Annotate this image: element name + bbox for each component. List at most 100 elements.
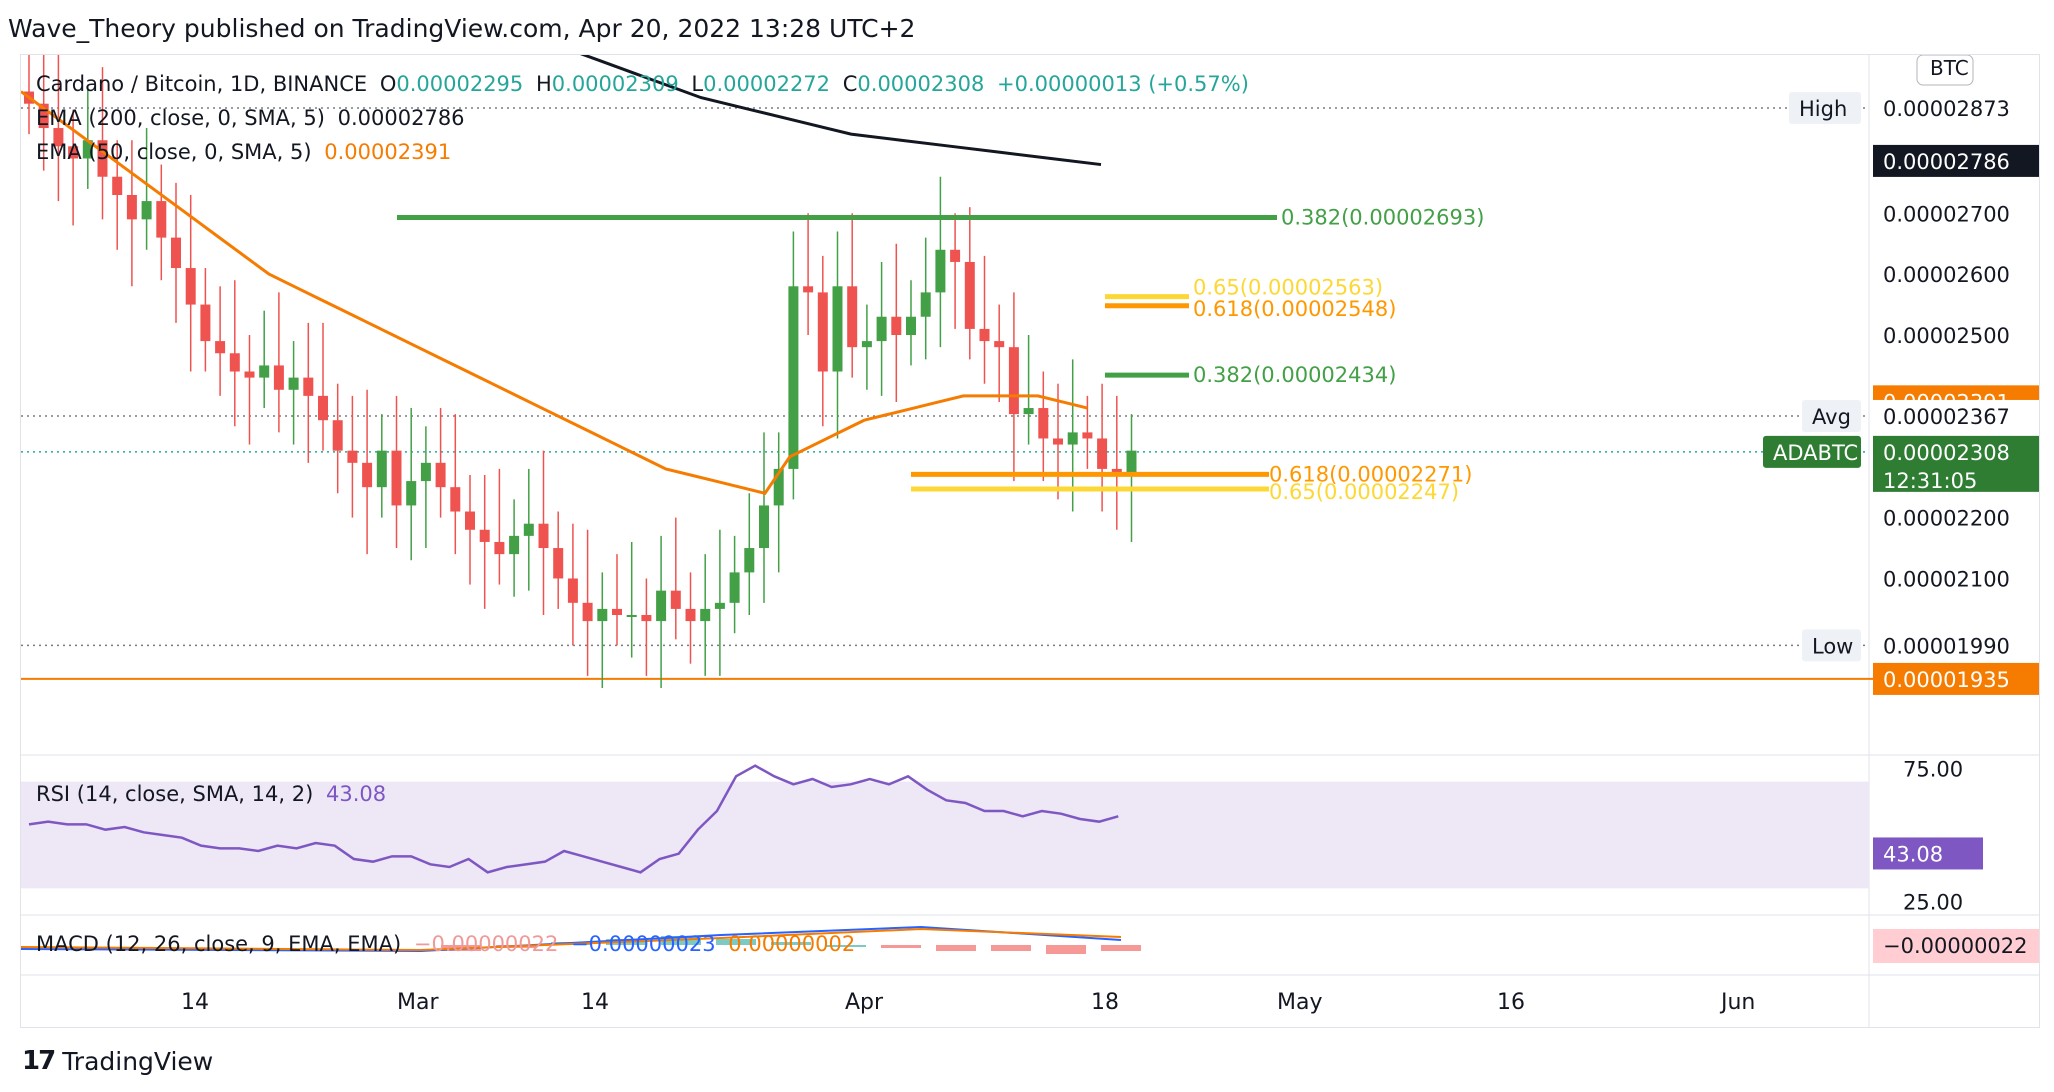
candle-body xyxy=(82,140,93,159)
candle-body xyxy=(714,602,725,609)
price-chart[interactable]: 0.382(0.00002693)0.65(0.00002563)0.618(0… xyxy=(21,55,2039,1027)
candle-body xyxy=(420,462,431,482)
price-tag-value: 0.00002786 xyxy=(1883,150,2010,174)
y-tick-label: 0.00002700 xyxy=(1883,202,2010,226)
fib-level-label: 0.618(0.00002271) xyxy=(1269,462,1472,486)
candle-body xyxy=(1126,450,1137,475)
candle-body xyxy=(465,511,475,530)
high-label: H xyxy=(535,72,552,96)
candle-body xyxy=(935,249,946,293)
price-tag-value: 0.00002873 xyxy=(1883,97,2010,121)
price-tag-value: 0.00002367 xyxy=(1883,405,2010,429)
macd-histogram-bar xyxy=(1101,945,1141,951)
candle-body xyxy=(773,468,784,506)
candle-body xyxy=(494,541,505,555)
price-tag-value: 0.00001935 xyxy=(1883,668,2010,692)
candle-body xyxy=(215,341,226,354)
candle-body xyxy=(332,420,343,451)
candle-body xyxy=(273,365,284,390)
candle-body xyxy=(450,487,461,512)
ema50-legend[interactable]: EMA (50, close, 0, SMA, 5) 0.00002391 xyxy=(36,140,457,164)
close-label: C xyxy=(842,72,858,96)
ema200-value: 0.00002786 xyxy=(337,106,465,130)
macd-signal-line xyxy=(21,927,1122,952)
x-tick-label: 14 xyxy=(581,990,609,1015)
close-value: 0.00002308 xyxy=(857,72,985,96)
candle-body xyxy=(906,316,916,335)
price-tag-box xyxy=(1873,662,2039,695)
axis-unit-label: BTC xyxy=(1930,56,1969,80)
candle-body xyxy=(171,237,181,269)
publisher-header: Wave_Theory published on TradingView.com… xyxy=(8,14,916,43)
ema50-line xyxy=(21,90,1088,495)
candle-body xyxy=(553,548,564,579)
macd-histogram-bar xyxy=(771,942,811,945)
candle-body xyxy=(670,590,681,609)
candle-body xyxy=(229,353,240,372)
candle-body xyxy=(362,462,373,488)
candle-body xyxy=(700,608,711,622)
symbol-label[interactable]: Cardano / Bitcoin, 1D, BINANCE xyxy=(36,72,368,96)
candle-body xyxy=(1097,438,1108,469)
candle-body xyxy=(597,608,608,622)
open-label: O xyxy=(379,72,397,96)
ema200-legend[interactable]: EMA (200, close, 0, SMA, 5) 0.00002786 xyxy=(36,106,471,130)
candle-body xyxy=(38,103,49,129)
candle-body xyxy=(1008,347,1019,415)
candle-body xyxy=(788,286,799,469)
footer-brand: TradingView xyxy=(62,1046,214,1076)
candle-body xyxy=(964,261,975,329)
candle-body xyxy=(126,195,137,220)
axis-unit-box xyxy=(1916,55,1974,86)
price-tag-box xyxy=(1873,399,2039,432)
price-tag-label-box xyxy=(1763,435,1861,468)
ema50-value: 0.00002391 xyxy=(324,140,452,164)
price-tag-box xyxy=(1873,435,2039,492)
price-tag-value: 0.00001990 xyxy=(1883,634,2010,658)
macd-value-tag xyxy=(1873,929,2039,963)
macd-legend[interactable]: MACD (12, 26, close, 9, EMA, EMA) −0.000… xyxy=(36,932,861,956)
ema200-line xyxy=(579,55,1102,167)
candle-body xyxy=(641,615,652,622)
fib-level-label: 0.382(0.00002434) xyxy=(1193,363,1396,387)
candle-body xyxy=(832,286,843,372)
candle-body xyxy=(817,292,828,372)
price-tag-box xyxy=(1873,629,2039,662)
rsi-value: 43.08 xyxy=(325,782,387,806)
candle-body xyxy=(391,450,402,506)
rsi-legend[interactable]: RSI (14, close, SMA, 14, 2) 43.08 xyxy=(36,782,392,806)
y-tick-label: 0.00002100 xyxy=(1883,567,2010,591)
tradingview-footer[interactable]: 17 TradingView xyxy=(22,1046,213,1076)
macd-histogram-bar xyxy=(936,945,976,951)
ema200-label: EMA (200, close, 0, SMA, 5) xyxy=(36,106,325,130)
price-tag-box xyxy=(1873,91,2039,124)
candle-body xyxy=(435,462,446,488)
fib-level-label: 0.618(0.00002548) xyxy=(1193,297,1396,321)
x-tick-label: Apr xyxy=(845,990,884,1015)
candle-body xyxy=(994,341,1005,348)
price-tag-label: Avg xyxy=(1812,405,1851,429)
candle-body xyxy=(538,523,549,549)
candle-body xyxy=(376,450,387,488)
candle-body xyxy=(318,395,328,421)
macd-histogram-bar xyxy=(716,939,756,945)
rsi-value-tag-text: 43.08 xyxy=(1883,842,1943,866)
x-tick-label: 14 xyxy=(181,990,209,1015)
candle-body xyxy=(891,316,902,335)
candle-body xyxy=(950,249,961,262)
macd-value-tag-text: −0.00000022 xyxy=(1883,934,2028,958)
change-value: +0.00000013 (+0.57%) xyxy=(997,72,1249,96)
price-tag-value: 0.00002308 xyxy=(1883,441,2010,465)
candle-body xyxy=(200,304,211,342)
candle-body xyxy=(1023,408,1034,415)
candle-body xyxy=(861,341,872,348)
candle-body xyxy=(1082,432,1093,439)
candle-body xyxy=(347,450,358,463)
ema50-label: EMA (50, close, 0, SMA, 5) xyxy=(36,140,312,164)
fib-level-label: 0.65(0.00002247) xyxy=(1269,480,1459,504)
macd-signal-value: 0.00000002 xyxy=(728,932,856,956)
candle-body xyxy=(979,328,990,342)
candle-body xyxy=(847,286,858,348)
candle-body xyxy=(185,268,196,305)
high-value: 0.00002309 xyxy=(551,72,679,96)
